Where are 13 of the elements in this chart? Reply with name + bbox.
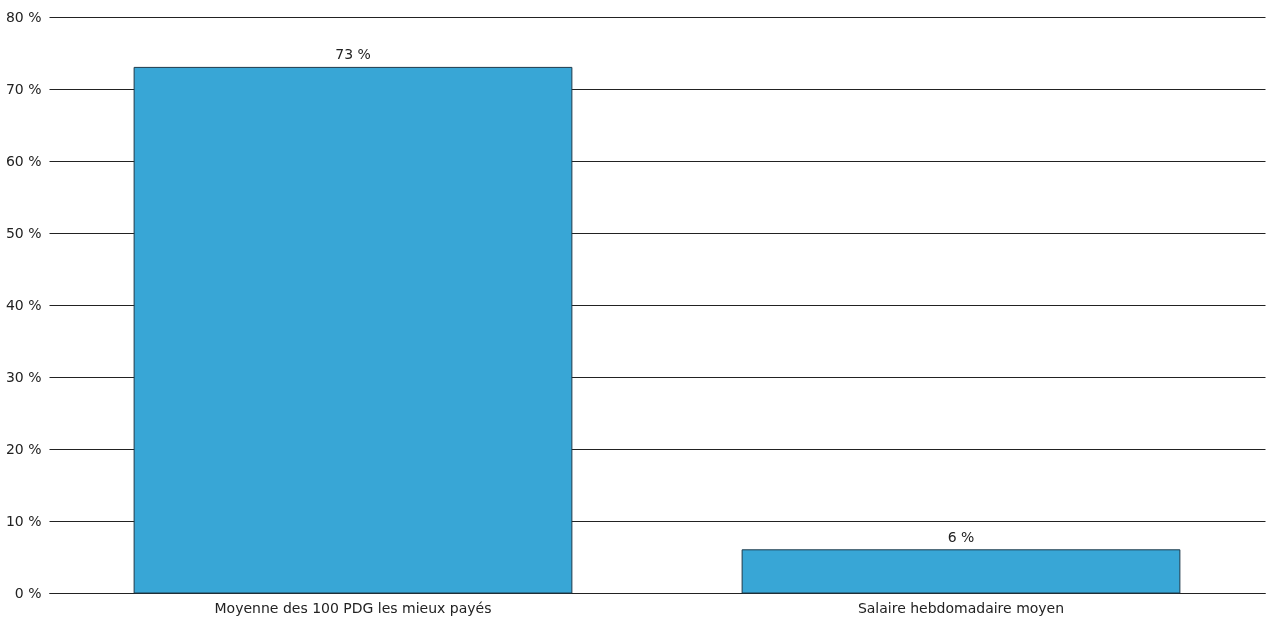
- y-tick-label: 60 %: [5, 152, 42, 169]
- data-label: 73 %: [335, 46, 371, 63]
- y-tick-label: 40 %: [5, 296, 42, 313]
- y-tick-label: 30 %: [5, 368, 42, 385]
- data-label: 6 %: [947, 528, 975, 545]
- y-tick-label: 50 %: [5, 224, 42, 241]
- x-tick-label: Salaire hebdomadaire moyen: [857, 599, 1065, 616]
- y-tick-label: 80 %: [5, 8, 42, 25]
- y-tick-label: 70 %: [5, 80, 42, 97]
- x-tick-label: Moyenne des 100 PDG les mieux payés: [214, 599, 492, 616]
- y-tick-label: 0 %: [14, 584, 42, 601]
- y-tick-label: 20 %: [5, 440, 42, 457]
- y-tick-label: 10 %: [5, 512, 42, 529]
